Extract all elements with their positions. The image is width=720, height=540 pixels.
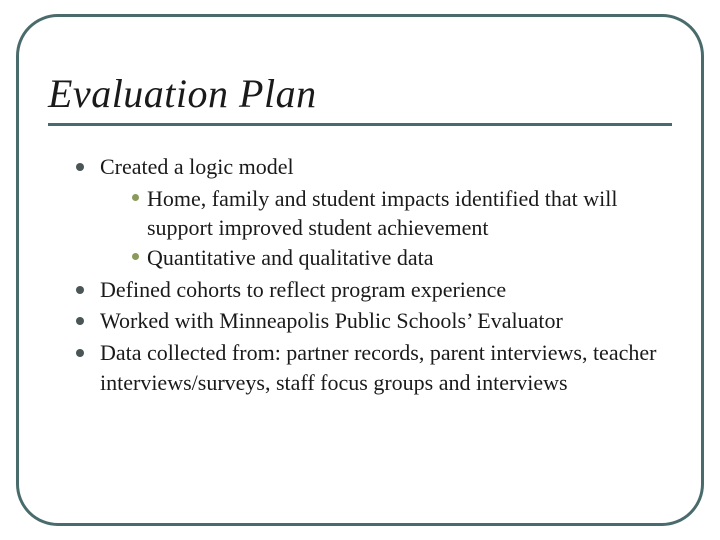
- bullet-dot-icon: [76, 163, 84, 171]
- sub-bullet-dot-icon: [132, 194, 139, 201]
- list-item: Data collected from: partner records, pa…: [76, 338, 664, 397]
- slide-title: Evaluation Plan: [48, 70, 672, 126]
- list-item-body: Defined cohorts to reflect program exper…: [100, 275, 664, 305]
- list-item-body: Created a logic model Home, family and s…: [100, 152, 664, 273]
- sub-list-item-text: Quantitative and qualitative data: [147, 243, 664, 273]
- list-item-text: Worked with Minneapolis Public Schools’ …: [100, 308, 563, 333]
- list-item: Defined cohorts to reflect program exper…: [76, 275, 664, 305]
- list-item-text: Data collected from: partner records, pa…: [100, 340, 656, 395]
- bullet-dot-icon: [76, 286, 84, 294]
- list-item-text: Created a logic model: [100, 154, 294, 179]
- bullet-dot-icon: [76, 317, 84, 325]
- sub-list-item: Quantitative and qualitative data: [132, 243, 664, 273]
- sub-list: Home, family and student impacts identif…: [100, 184, 664, 273]
- list-item-text: Defined cohorts to reflect program exper…: [100, 277, 506, 302]
- bullet-dot-icon: [76, 349, 84, 357]
- sub-list-item-text: Home, family and student impacts identif…: [147, 184, 664, 243]
- bullet-list: Created a logic model Home, family and s…: [48, 152, 672, 398]
- list-item: Worked with Minneapolis Public Schools’ …: [76, 306, 664, 336]
- list-item: Created a logic model Home, family and s…: [76, 152, 664, 273]
- sub-bullet-dot-icon: [132, 253, 139, 260]
- list-item-body: Worked with Minneapolis Public Schools’ …: [100, 306, 664, 336]
- slide-content: Evaluation Plan Created a logic model Ho…: [48, 70, 672, 400]
- list-item-body: Data collected from: partner records, pa…: [100, 338, 664, 397]
- sub-list-item: Home, family and student impacts identif…: [132, 184, 664, 243]
